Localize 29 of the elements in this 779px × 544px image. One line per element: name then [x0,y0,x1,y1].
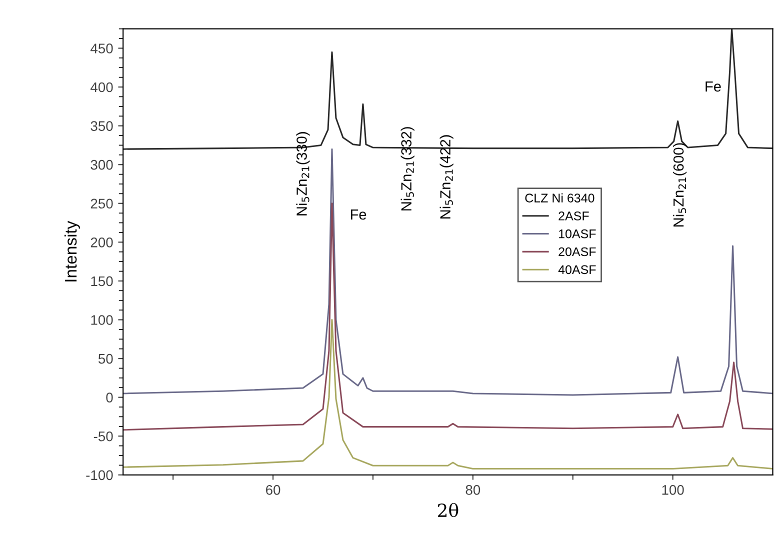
legend-label: 20ASF [558,247,596,256]
annotation: Fe [350,209,366,220]
y-tick-label: 50 [98,354,113,364]
annotation: Ni$_{5}$Zn$_{21}$(422) [440,135,454,218]
annotation: Fe [706,81,721,92]
legend-title: CLZ Ni 6340 [525,193,594,202]
legend-label: 40ASF [558,265,596,274]
y-tick-label: 150 [91,276,113,286]
y-tick-label: -50 [94,431,113,442]
legend-label: 2ASF [558,212,589,220]
y-tick-label: 350 [90,121,113,131]
line-series [123,318,773,470]
y-tick-label: 200 [90,238,113,248]
x-tick-label: 60 [266,485,280,495]
annotation: Ni$_{5}$Zn$_{21}$(330) [296,132,310,216]
x-tick-label: 100 [662,485,684,495]
x-axis-title: 2θ [438,502,458,518]
y-axis-title: Intensity [64,220,80,282]
y-tick-label: 100 [91,315,113,325]
y-tick-label: 250 [90,198,113,209]
y-tick-label: 450 [90,44,113,54]
y-tick-label: -100 [86,470,113,480]
x-tick-label: 80 [466,485,480,495]
y-tick-label: 400 [90,82,113,92]
y-tick-label: 0 [106,392,113,402]
legend-label: 10ASF [559,229,596,238]
y-tick-label: 300 [90,160,113,170]
annotation: Ni$_{5}$Zn$_{21}$(600) [673,143,687,226]
annotation: Ni$_{5}$Zn$_{21}$(332) [400,127,414,210]
